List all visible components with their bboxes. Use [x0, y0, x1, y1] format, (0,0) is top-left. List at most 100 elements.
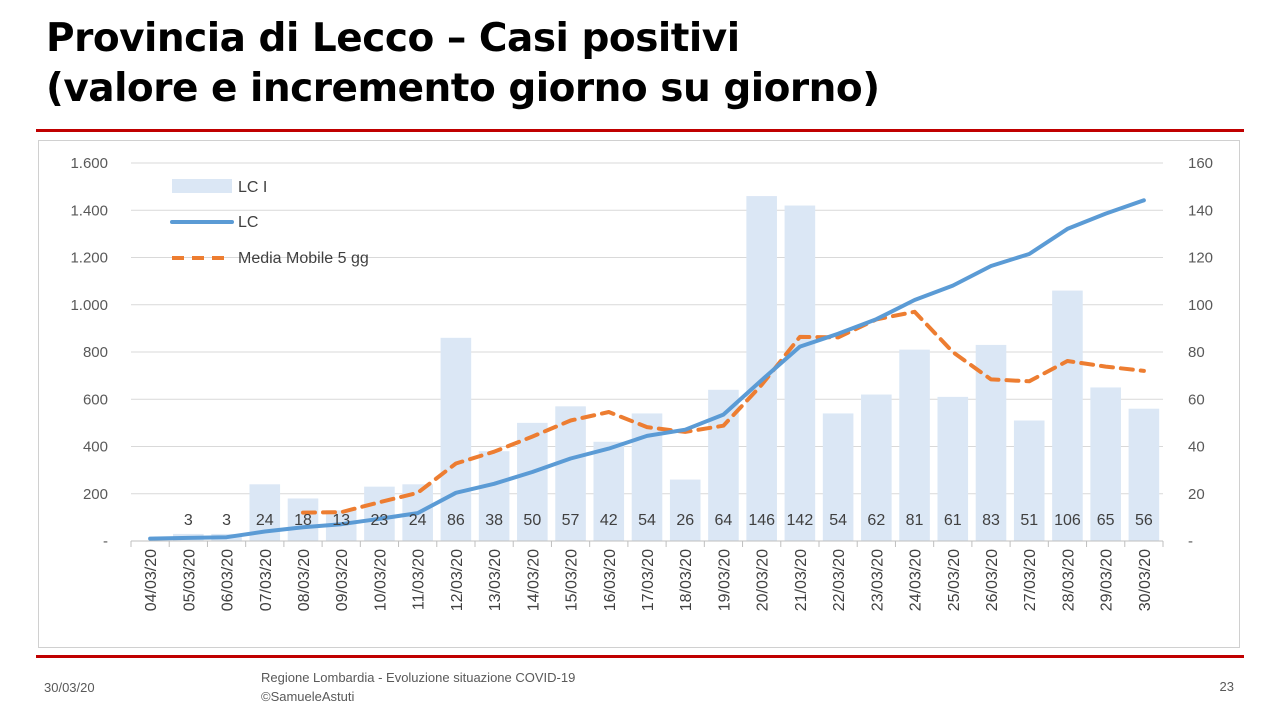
bar [440, 337, 472, 541]
x-tick-label: 18/03/20 [678, 549, 695, 611]
x-tick-label: 06/03/20 [220, 549, 237, 611]
title-line-1: Provincia di Lecco – Casi positivi [46, 16, 740, 61]
bar [1128, 408, 1160, 541]
y-right-tick-label: 80 [1188, 344, 1205, 361]
y-left-tick-label: 600 [83, 391, 108, 408]
x-tick-label: 25/03/20 [946, 549, 963, 611]
bar-data-label: 54 [829, 512, 847, 529]
bar-data-label: 50 [523, 512, 541, 529]
bar-data-label: 64 [715, 512, 733, 529]
bar-data-label: 86 [447, 512, 465, 529]
y-left-tick-label: 1.000 [70, 297, 108, 314]
bar-data-label: 26 [676, 512, 694, 529]
x-tick-label: 08/03/20 [296, 549, 313, 611]
y-right-tick-label: 120 [1188, 250, 1213, 267]
bottom-rule [36, 655, 1244, 658]
x-tick-label: 24/03/20 [908, 549, 925, 611]
y-right-tick-label: 20 [1188, 486, 1205, 503]
y-right-tick-label: 100 [1188, 297, 1213, 314]
x-tick-label: 14/03/20 [525, 549, 542, 611]
footer-source: Regione Lombardia - Evoluzione situazion… [261, 668, 575, 706]
bar [364, 486, 395, 541]
bar [822, 413, 854, 541]
legend-label-lc-i: LC I [238, 179, 267, 196]
bar [1013, 420, 1045, 541]
chart-frame [38, 140, 1240, 648]
y-right-tick-label: 140 [1188, 202, 1213, 219]
bar-data-label: 62 [867, 512, 885, 529]
slide-title: Provincia di Lecco – Casi positivi (valo… [46, 14, 880, 114]
legend-label-lc: LC [238, 214, 258, 231]
x-tick-label: 10/03/20 [372, 549, 389, 611]
y-left-tick-label: 1.600 [70, 155, 108, 172]
bar-data-label: 65 [1097, 512, 1115, 529]
bar-data-label: 38 [485, 512, 503, 529]
footer-source-line-1: Regione Lombardia - Evoluzione situazion… [261, 670, 576, 685]
legend-swatch-bar [172, 179, 232, 193]
y-left-tick-label: 1.400 [70, 202, 108, 219]
x-tick-label: 28/03/20 [1060, 549, 1077, 611]
bar-data-label: 3 [184, 512, 193, 529]
title-line-2: (valore e incremento giorno su giorno) [46, 66, 880, 111]
footer-source-line-2: ©SamueleAstuti [261, 689, 355, 704]
x-tick-label: 22/03/20 [831, 549, 848, 611]
bar [478, 451, 510, 541]
x-tick-label: 16/03/20 [602, 549, 619, 611]
bar-data-label: 56 [1135, 512, 1153, 529]
x-tick-label: 07/03/20 [258, 549, 275, 611]
bar [784, 205, 816, 541]
x-tick-label: 09/03/20 [334, 549, 351, 611]
bar-data-label: 51 [1020, 512, 1038, 529]
x-tick-label: 04/03/20 [143, 549, 160, 611]
y-right-tick-label: 40 [1188, 439, 1205, 456]
combo-chart: - 200 400 600 800 1.000 1.200 1.400 1.600 - 20 40 60… [70, 155, 1213, 611]
bar [669, 479, 701, 541]
y-right-tick-label: 60 [1188, 391, 1205, 408]
bar-data-label: 24 [256, 512, 274, 529]
legend-label-media-mobile: Media Mobile 5 gg [238, 250, 369, 267]
x-tick-label: 29/03/20 [1099, 549, 1116, 611]
x-tick-label: 30/03/20 [1137, 549, 1154, 611]
x-tick-label: 21/03/20 [793, 549, 810, 611]
bar [937, 396, 969, 541]
y-left-tick-label: 1.200 [70, 250, 108, 267]
bar-data-label: 81 [906, 512, 924, 529]
bar [287, 498, 319, 541]
bar-data-label: 146 [748, 512, 775, 529]
x-tick-label: 13/03/20 [487, 549, 504, 611]
bar [899, 349, 930, 541]
x-tick-label: 26/03/20 [984, 549, 1001, 611]
bar [1090, 387, 1121, 541]
x-tick-label: 12/03/20 [449, 549, 466, 611]
top-rule [36, 129, 1244, 132]
y-left-tick-label: 200 [83, 486, 108, 503]
y-left-tick-label: - [103, 533, 108, 550]
bar [861, 394, 892, 541]
x-tick-label: 17/03/20 [640, 549, 657, 611]
x-tick-label: 19/03/20 [716, 549, 733, 611]
x-tick-label: 11/03/20 [411, 549, 428, 610]
y-left-tick-label: 800 [83, 344, 108, 361]
bar [593, 441, 625, 541]
bar-data-label: 54 [638, 512, 656, 529]
footer-date: 30/03/20 [44, 680, 95, 695]
series-line-media-mobile [301, 309, 1146, 515]
bar-data-label: 13 [332, 512, 350, 529]
bar-data-label: 42 [600, 512, 618, 529]
bar-data-label: 61 [944, 512, 962, 529]
x-tick-label: 20/03/20 [755, 549, 772, 611]
bar-data-label: 142 [787, 512, 814, 529]
bar-data-label: 83 [982, 512, 1000, 529]
bar-data-label: 24 [409, 512, 427, 529]
x-tick-label: 05/03/20 [181, 549, 198, 611]
bar-data-label: 18 [294, 512, 312, 529]
y-left-tick-label: 400 [83, 439, 108, 456]
x-tick-label: 23/03/20 [869, 549, 886, 611]
series-line-lc [148, 198, 1146, 541]
bar [517, 422, 548, 541]
bar [1052, 290, 1083, 541]
bar-data-label: 3 [222, 512, 231, 529]
x-tick-label: 15/03/20 [564, 549, 581, 611]
bar-data-label: 23 [371, 512, 389, 529]
bar-data-label: 57 [562, 512, 580, 529]
